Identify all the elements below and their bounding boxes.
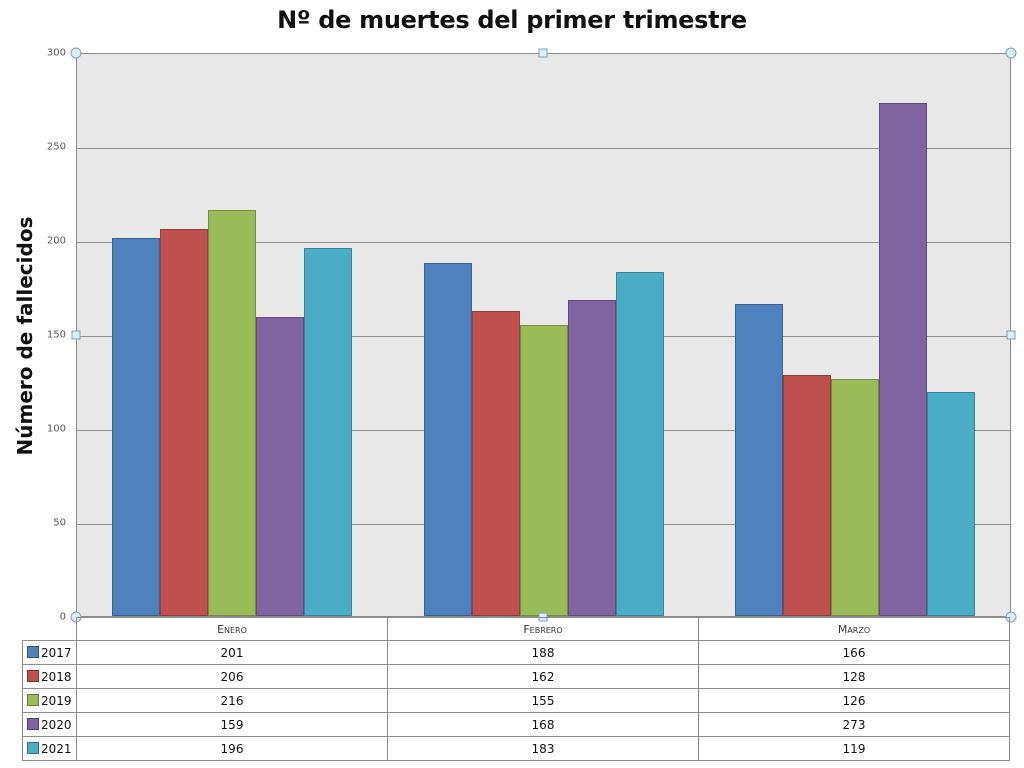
table-cell: 155 (387, 688, 699, 713)
legend-swatch-icon (27, 669, 39, 682)
legend-label: 2018 (41, 669, 72, 684)
plot-area[interactable] (76, 53, 1011, 617)
data-table: Enero Febrero Marzo 2017 201 188 166 2018 206 162… (22, 617, 1010, 761)
corner-resize-handle[interactable] (1005, 47, 1017, 59)
table-cell: 216 (76, 688, 388, 713)
bar-2019-enero[interactable] (207, 209, 256, 616)
table-row: 2017 201 188 166 (22, 640, 1010, 665)
y-tick-label: 150 (46, 329, 66, 341)
category-header: Febrero (387, 617, 699, 641)
legend-swatch-icon (27, 741, 39, 754)
category-header: Enero (76, 617, 388, 641)
legend-key: 2017 (22, 640, 77, 665)
table-cell: 201 (76, 640, 388, 665)
bar-2021-enero[interactable] (303, 247, 352, 616)
side-resize-handle[interactable] (71, 330, 81, 340)
legend-key: 2018 (22, 664, 77, 689)
bar-2020-enero[interactable] (255, 317, 304, 616)
table-corner (22, 617, 77, 641)
bar-2019-febrero[interactable] (519, 324, 568, 616)
side-resize-handle[interactable] (538, 48, 547, 58)
table-cell: 166 (698, 640, 1010, 665)
y-tick-label: 100 (46, 423, 66, 435)
bar-2017-enero[interactable] (111, 238, 160, 616)
y-tick-label: 250 (46, 141, 66, 153)
table-cell: 128 (698, 664, 1010, 689)
bar-2021-febrero[interactable] (615, 271, 664, 616)
table-cell: 273 (698, 712, 1010, 737)
legend-label: 2019 (41, 693, 72, 708)
table-cell: 206 (76, 664, 388, 689)
legend-key: 2019 (22, 688, 77, 713)
table-row: 2018 206 162 128 (22, 664, 1010, 689)
legend-key: 2021 (22, 736, 77, 761)
legend-label: 2017 (41, 645, 72, 660)
bar-2017-febrero[interactable] (423, 262, 472, 616)
y-tick-label: 300 (46, 47, 66, 59)
bar-2018-febrero[interactable] (471, 311, 520, 616)
table-cell: 188 (387, 640, 699, 665)
gridline (77, 242, 1010, 243)
chart-title: Nº de muertes del primer trimestre (277, 6, 747, 34)
table-row: 2021 196 183 119 (22, 736, 1010, 761)
table-cell: 126 (698, 688, 1010, 713)
legend-label: 2021 (41, 741, 72, 756)
corner-resize-handle[interactable] (70, 47, 82, 59)
y-tick-label: 50 (53, 517, 66, 529)
table-cell: 162 (387, 664, 699, 689)
bar-2017-marzo[interactable] (735, 303, 784, 616)
table-cell: 183 (387, 736, 699, 761)
bar-2018-enero[interactable] (159, 228, 208, 616)
bar-2020-febrero[interactable] (567, 300, 616, 616)
y-tick-label: 0 (59, 611, 66, 623)
legend-key: 2020 (22, 712, 77, 737)
legend-swatch-icon (27, 693, 39, 706)
y-tick-label: 200 (46, 235, 66, 247)
legend-label: 2020 (41, 717, 72, 732)
category-header: Marzo (698, 617, 1010, 641)
table-cell: 168 (387, 712, 699, 737)
table-row: 2020 159 168 273 (22, 712, 1010, 737)
table-cell: 159 (76, 712, 388, 737)
legend-swatch-icon (27, 645, 39, 658)
bar-2018-marzo[interactable] (783, 375, 832, 616)
bar-2020-marzo[interactable] (879, 102, 928, 616)
table-cell: 119 (698, 736, 1010, 761)
bar-2021-marzo[interactable] (927, 392, 976, 616)
table-cell: 196 (76, 736, 388, 761)
side-resize-handle[interactable] (1006, 330, 1016, 340)
legend-swatch-icon (27, 717, 39, 730)
bar-2019-marzo[interactable] (831, 379, 880, 616)
gridline (77, 148, 1010, 149)
table-row: 2019 216 155 126 (22, 688, 1010, 713)
